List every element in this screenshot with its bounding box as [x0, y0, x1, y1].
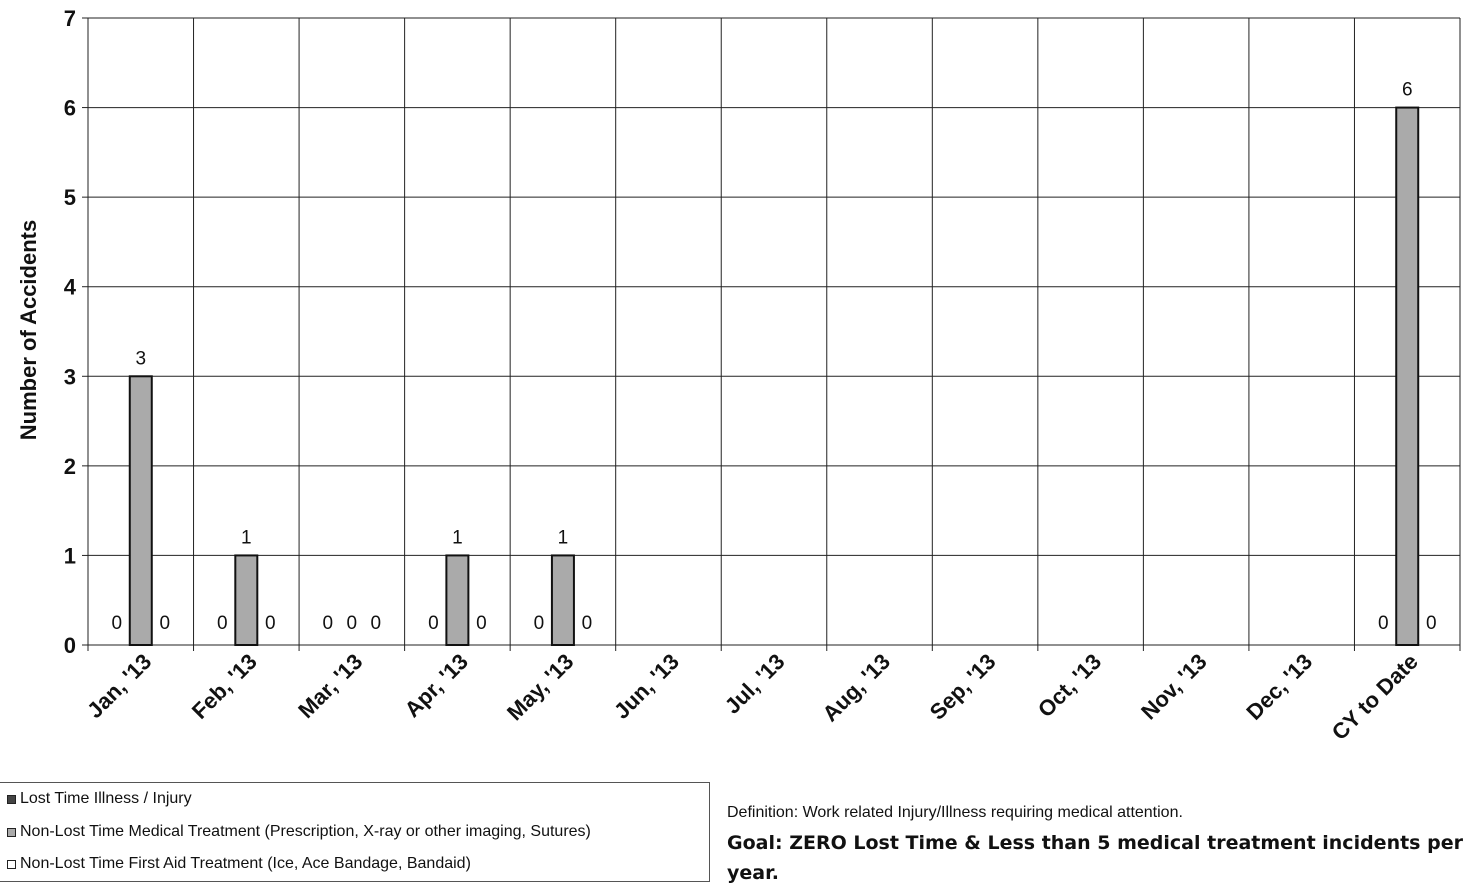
- x-tick-label: Feb, '13: [187, 649, 262, 724]
- legend-label: Non-Lost Time First Aid Treatment (Ice, …: [20, 855, 471, 872]
- x-tick-label: Mar, '13: [293, 649, 367, 723]
- x-tick-label: Jan, '13: [82, 649, 156, 723]
- legend-swatch-dark: [7, 794, 16, 804]
- bar: [234, 554, 259, 647]
- x-tick-label: Apr, '13: [400, 649, 473, 722]
- y-axis-ticks: 0 1 2 3 4 5 6 7: [64, 6, 88, 658]
- data-label: 0: [347, 613, 358, 634]
- legend-label: Non-Lost Time Medical Treatment (Prescri…: [20, 823, 591, 840]
- legend-item-first-aid: Non-Lost Time First Aid Treatment (Ice, …: [7, 855, 471, 873]
- y-tick-label: 1: [64, 543, 76, 568]
- legend: Lost Time Illness / Injury Non-Lost Time…: [0, 782, 710, 882]
- x-tick-label: Sep, '13: [925, 649, 1001, 725]
- data-label: 0: [217, 613, 228, 634]
- y-tick-label: 5: [64, 185, 76, 210]
- legend-item-medical-treatment: Non-Lost Time Medical Treatment (Prescri…: [7, 823, 591, 841]
- y-tick-label: 3: [64, 364, 76, 389]
- x-tick-label: Jun, '13: [609, 649, 684, 724]
- x-tick-label: CY to Date: [1327, 649, 1423, 745]
- data-label: 0: [428, 613, 439, 634]
- data-label: 1: [241, 527, 252, 548]
- x-tick-label: Aug, '13: [818, 649, 896, 727]
- data-label: 0: [159, 613, 170, 634]
- legend-label: Lost Time Illness / Injury: [20, 790, 192, 807]
- x-tick-label: Nov, '13: [1136, 649, 1212, 725]
- data-label: 0: [582, 613, 593, 634]
- legend-swatch-gray: [7, 827, 16, 837]
- y-tick-label: 0: [64, 633, 76, 658]
- bar: [445, 554, 470, 647]
- y-tick-label: 6: [64, 96, 76, 121]
- data-label: 0: [323, 613, 334, 634]
- data-label: 6: [1402, 80, 1413, 101]
- bar: [1395, 106, 1420, 647]
- data-label: 1: [452, 527, 463, 548]
- y-tick-label: 7: [64, 6, 76, 31]
- legend-item-lost-time: Lost Time Illness / Injury: [7, 790, 192, 808]
- x-tick-label: Dec, '13: [1241, 649, 1317, 725]
- notes: Definition: Work related Injury/Illness …: [727, 804, 1467, 888]
- bar: [128, 375, 153, 646]
- goal-text: Goal: ZERO Lost Time & Less than 5 medic…: [727, 832, 1463, 884]
- data-label: 0: [111, 613, 122, 634]
- data-label: 0: [1378, 613, 1389, 634]
- bar: [550, 554, 575, 647]
- definition-text: Definition: Work related Injury/Illness …: [727, 804, 1183, 821]
- data-label: 0: [476, 613, 487, 634]
- data-label: 0: [1426, 613, 1437, 634]
- x-tick-label: Oct, '13: [1033, 649, 1106, 722]
- legend-swatch-white: [7, 859, 16, 869]
- y-tick-label: 2: [64, 454, 76, 479]
- x-tick-label: May, '13: [502, 649, 578, 725]
- grid: [87, 17, 1461, 646]
- y-tick-label: 4: [64, 275, 77, 300]
- data-label: 3: [135, 348, 146, 369]
- x-axis-ticks: Jan, '13 Feb, '13 Mar, '13 Apr, '13 May, '13…: [82, 645, 1461, 745]
- y-axis-label: Number of Accidents: [16, 220, 41, 440]
- accidents-bar-chart: 0 1 2 3 4 5 6 7 Jan, '13 Feb, '13 Mar, '13 Apr, '1…: [16, 6, 1461, 745]
- data-label: 0: [371, 613, 382, 634]
- bars: [128, 106, 1420, 647]
- data-label: 1: [558, 527, 569, 548]
- x-tick-label: Jul, '13: [720, 649, 790, 719]
- data-label: 0: [265, 613, 276, 634]
- data-label: 0: [534, 613, 545, 634]
